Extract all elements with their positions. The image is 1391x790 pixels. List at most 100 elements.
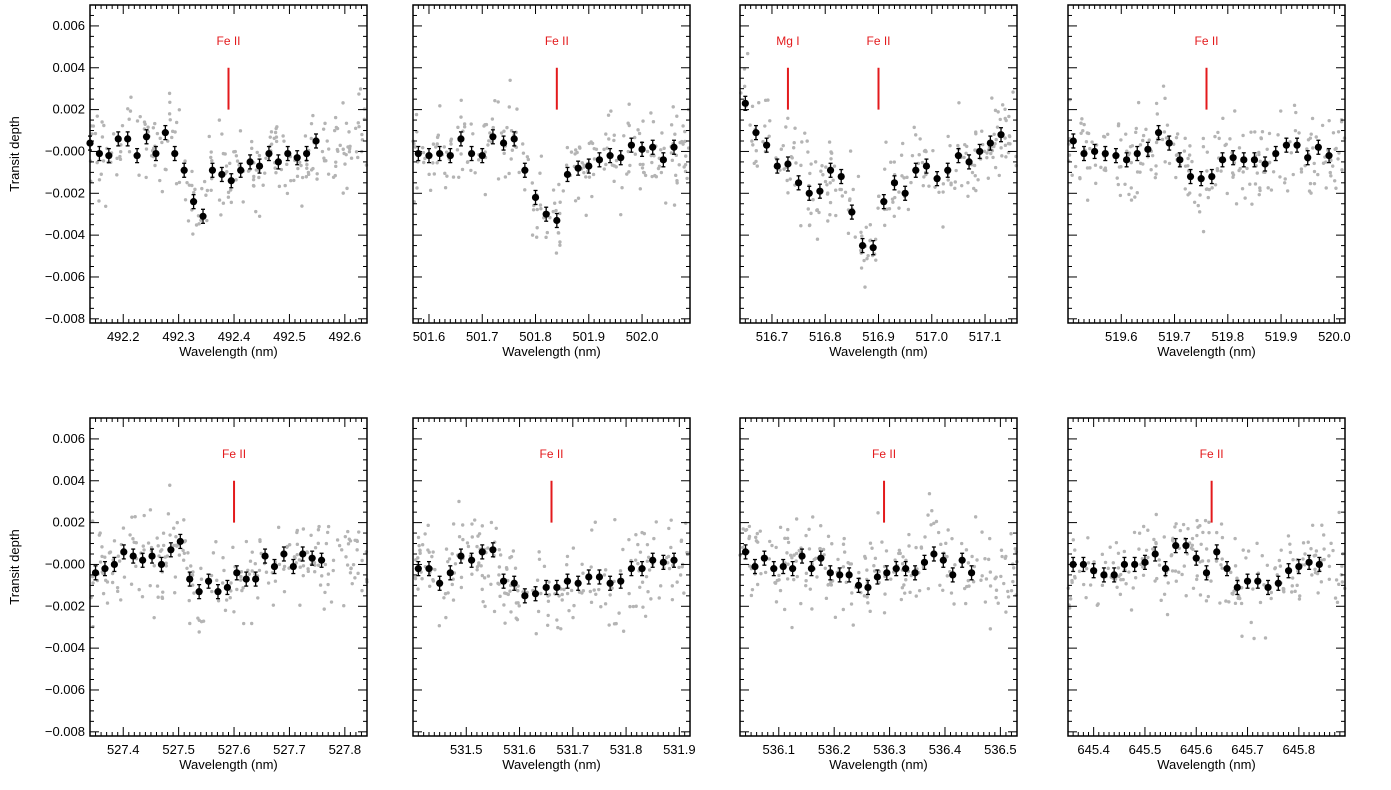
raw-point	[444, 615, 448, 620]
raw-point	[101, 571, 105, 576]
binned-point	[1112, 152, 1120, 160]
raw-point	[492, 609, 497, 614]
binned-point	[873, 573, 881, 581]
raw-point	[850, 591, 854, 595]
raw-point	[740, 545, 745, 550]
raw-point	[1081, 129, 1085, 133]
raw-point	[539, 154, 544, 158]
raw-point	[884, 140, 888, 144]
raw-point	[559, 627, 563, 631]
raw-point	[793, 126, 797, 130]
raw-point	[965, 144, 969, 149]
raw-point	[1278, 564, 1283, 568]
binned-point	[845, 571, 853, 579]
raw-point	[164, 167, 168, 172]
raw-point	[1084, 140, 1089, 144]
raw-point	[234, 154, 239, 158]
raw-point	[622, 134, 626, 138]
binned-point	[794, 179, 803, 187]
raw-point	[322, 156, 326, 160]
binned-point	[204, 577, 213, 585]
raw-point	[594, 592, 598, 596]
raw-point	[449, 142, 453, 146]
raw-point	[325, 139, 329, 143]
binned-point	[617, 577, 625, 585]
raw-point	[480, 587, 484, 592]
raw-point	[1125, 149, 1129, 153]
raw-point	[1337, 151, 1341, 155]
raw-point	[554, 208, 558, 213]
raw-point	[842, 550, 847, 554]
raw-point	[545, 230, 550, 235]
raw-point	[466, 160, 470, 164]
binned-point	[436, 579, 444, 587]
raw-point	[868, 238, 872, 243]
raw-point	[994, 575, 998, 579]
raw-point	[443, 186, 448, 190]
raw-point	[480, 524, 485, 528]
raw-point	[876, 511, 880, 515]
raw-point	[1298, 594, 1302, 598]
raw-point	[509, 610, 513, 614]
raw-point	[1241, 548, 1245, 552]
raw-point	[907, 532, 911, 537]
raw-point	[511, 549, 516, 553]
binned-point	[124, 135, 132, 143]
raw-point	[744, 527, 749, 532]
raw-point	[634, 604, 638, 608]
raw-point	[530, 181, 535, 185]
raw-point	[617, 611, 621, 615]
binned-point	[976, 147, 984, 156]
raw-point	[767, 557, 771, 561]
raw-point	[1085, 198, 1090, 202]
x-tick-label: 519.6	[1105, 329, 1138, 344]
raw-point	[121, 526, 126, 530]
raw-point	[1103, 166, 1108, 170]
raw-point	[773, 580, 777, 585]
raw-point	[590, 528, 594, 532]
raw-point	[1322, 557, 1326, 562]
x-tick-label: 516.7	[756, 329, 789, 344]
raw-point	[349, 156, 354, 160]
raw-point	[590, 194, 594, 199]
raw-point	[1190, 536, 1195, 541]
raw-point	[1000, 154, 1004, 158]
raw-point	[650, 160, 654, 165]
binned-point	[148, 552, 156, 560]
raw-point	[783, 536, 787, 541]
binned-point	[826, 166, 835, 174]
raw-point	[565, 145, 570, 150]
x-tick-label: 501.8	[519, 329, 552, 344]
raw-point	[323, 590, 327, 595]
raw-point	[603, 602, 608, 606]
raw-point	[190, 573, 195, 577]
raw-point	[1144, 127, 1148, 132]
raw-point	[619, 212, 623, 217]
raw-point	[1267, 131, 1272, 136]
raw-point	[115, 156, 119, 161]
x-tick-label: 536.3	[873, 742, 906, 757]
raw-point	[443, 592, 448, 596]
raw-point	[445, 174, 449, 178]
raw-point	[778, 525, 783, 530]
binned-point	[1284, 567, 1293, 575]
binned-point	[585, 162, 593, 170]
binned-point	[499, 139, 508, 147]
raw-point	[874, 258, 878, 262]
raw-point	[1188, 144, 1192, 148]
x-tick-label: 531.6	[503, 742, 536, 757]
raw-point	[1003, 556, 1007, 560]
binned-point	[837, 172, 845, 181]
binned-point	[606, 152, 614, 160]
raw-point	[1290, 590, 1294, 594]
binned-series	[1069, 124, 1333, 187]
raw-point	[750, 587, 755, 592]
raw-point	[292, 178, 296, 183]
raw-point	[174, 120, 179, 125]
raw-point	[341, 101, 345, 105]
raw-point	[610, 163, 615, 167]
raw-point	[303, 134, 308, 138]
raw-point	[167, 112, 172, 116]
binned-point	[1069, 137, 1077, 145]
raw-point	[1324, 186, 1328, 190]
